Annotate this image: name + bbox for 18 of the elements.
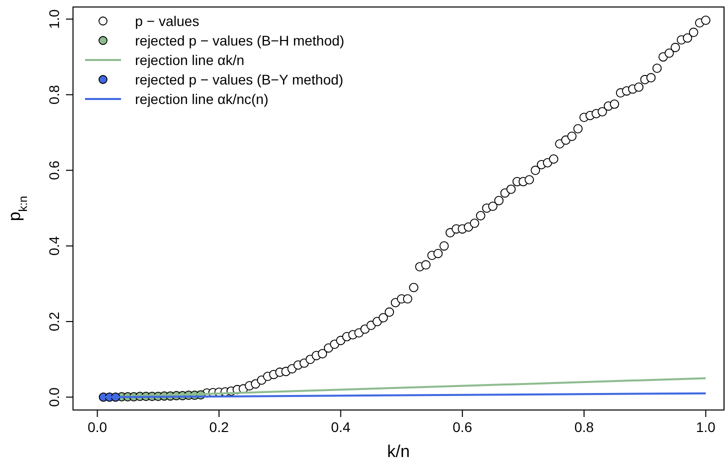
y-tick-label: 0.8 [46,84,62,104]
y-tick-label: 1.0 [46,9,62,29]
y-tick-label: 0.4 [46,236,62,256]
y-tick-label: 0.0 [46,387,62,407]
legend-label: p − values [135,13,200,29]
legend-label: rejected p − values (B−H method) [135,32,344,48]
x-tick-label: 0.0 [88,419,108,435]
y-tick-label: 0.2 [46,312,62,332]
x-tick-label: 0.8 [574,419,594,435]
legend-label: rejection line αk/n [135,52,244,68]
y-tick-label: 0.6 [46,160,62,180]
x-tick-label: 0.6 [452,419,472,435]
x-tick-label: 0.2 [209,419,229,435]
legend-label: rejected p − values (B−Y method) [135,72,344,88]
x-tick-label: 1.0 [696,419,716,435]
x-axis-title: k/n [387,442,410,461]
x-tick-label: 0.4 [330,419,351,435]
legend-label: rejection line αk/nc(n) [135,91,268,107]
